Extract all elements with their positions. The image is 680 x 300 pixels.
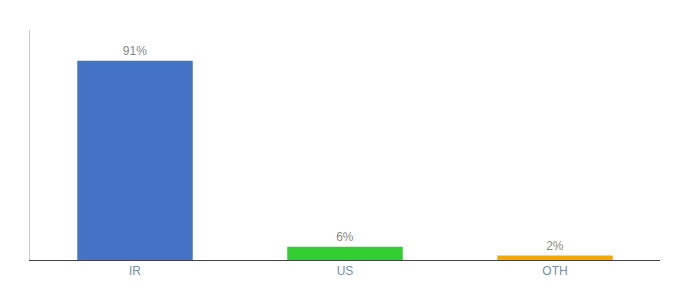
svg-text:US: US [337,264,354,278]
svg-text:2%: 2% [546,239,564,253]
svg-text:91%: 91% [123,44,147,58]
svg-text:OTH: OTH [542,264,567,278]
svg-text:6%: 6% [336,230,354,244]
svg-text:IR: IR [129,264,141,278]
